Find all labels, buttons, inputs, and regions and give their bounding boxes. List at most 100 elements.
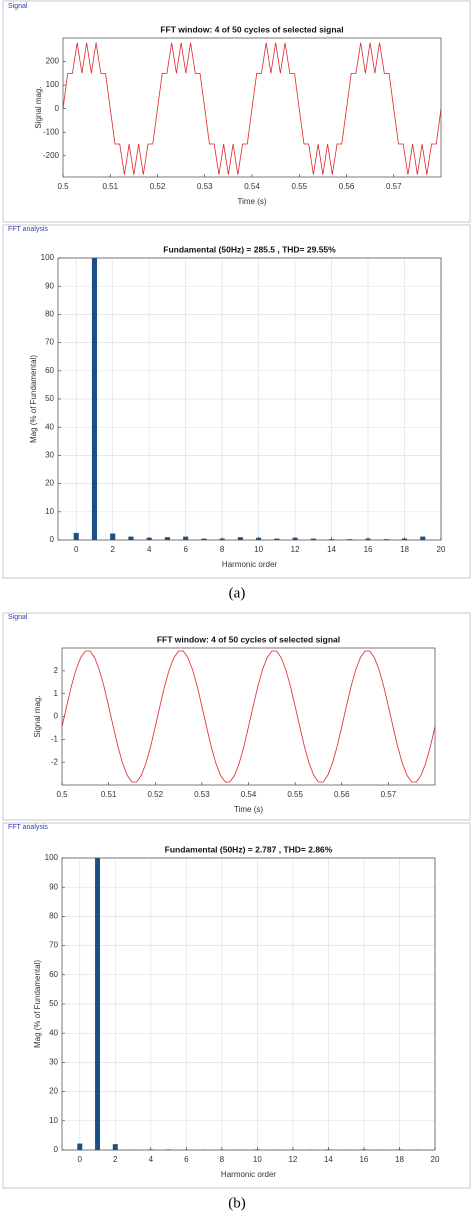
y-tick-label: -200 [43,151,60,160]
axes-box [61,647,436,786]
bar [329,539,335,540]
bar [112,1144,118,1150]
plot-area [62,648,435,785]
caption: (a) [229,585,246,601]
y-tick-label: 100 [41,253,55,262]
y-tick-label: 100 [45,853,59,862]
bar [183,536,189,540]
y-tick-label: 90 [45,281,54,290]
y-tick-label: 10 [45,507,54,516]
panel-frame [2,224,471,579]
bar [365,538,371,540]
bar [95,858,101,1150]
x-axis-label: Harmonic order [222,560,277,569]
y-tick-label: 10 [49,1116,58,1125]
x-tick-label: 0.53 [194,790,210,799]
bar [237,537,243,540]
y-tick-label: 2 [54,666,59,675]
y-tick-label: 0 [54,1145,59,1154]
x-tick-label: 0.57 [386,182,402,191]
bar [201,538,207,540]
y-tick-label: 80 [45,310,54,319]
panel-frame [2,822,471,1189]
y-tick-label: 100 [46,80,60,89]
y-tick-label: 30 [49,1058,58,1067]
x-tick-label: 4 [147,545,152,554]
y-tick-label: 0 [54,712,59,721]
x-tick-label: 8 [220,545,225,554]
y-tick-label: 80 [49,912,58,921]
y-tick-label: 50 [49,999,58,1008]
x-tick-label: 4 [149,1155,154,1164]
axes-box [61,857,436,1151]
x-axis-label: Time (s) [234,805,263,814]
x-tick-label: 12 [291,545,300,554]
axes-box [57,257,442,541]
x-axis-label: Harmonic order [221,1170,276,1179]
y-tick-label: 50 [45,394,54,403]
bar [310,538,316,540]
x-tick-label: 0.55 [291,182,307,191]
x-tick-label: 20 [431,1155,440,1164]
y-tick-label: 30 [45,451,54,460]
bar [164,537,170,540]
x-tick-label: 0 [74,545,79,554]
x-tick-label: 8 [220,1155,225,1164]
x-tick-label: 0 [78,1155,83,1164]
bar [73,532,79,540]
chart-title: FFT window: 4 of 50 cycles of selected s… [157,634,340,644]
x-tick-label: 0.53 [197,182,213,191]
x-tick-label: 2 [113,1155,118,1164]
y-axis-label: Mag (% of Fundamental) [29,355,38,443]
signal-line [62,42,442,175]
x-tick-label: 20 [437,545,446,554]
x-tick-label: 18 [400,545,409,554]
bar [110,533,116,540]
panel-label: Signal [8,614,28,621]
x-tick-label: 14 [324,1155,333,1164]
panel-label: Signal [8,3,28,10]
chart-title: Fundamental (50Hz) = 2.787 , THD= 2.86% [165,844,333,854]
x-tick-label: 2 [110,545,115,554]
panel-frame [2,0,471,223]
x-tick-label: 10 [253,1155,262,1164]
y-tick-label: 0 [55,104,60,113]
x-tick-label: 16 [359,1155,368,1164]
x-tick-label: 0.57 [381,790,397,799]
bar [383,539,389,540]
bar [128,536,134,540]
x-tick-label: 0.54 [241,790,257,799]
bar [219,538,225,540]
x-tick-label: 0.54 [244,182,260,191]
y-tick-label: 70 [49,941,58,950]
panel-label: FFT analysis [8,824,48,831]
x-tick-label: 14 [327,545,336,554]
x-tick-label: 0.56 [339,182,355,191]
y-tick-label: 0 [50,535,55,544]
bar [420,536,426,540]
y-tick-label: 60 [45,366,54,375]
x-tick-label: 10 [254,545,263,554]
x-tick-label: 0.52 [150,182,166,191]
y-tick-label: 20 [45,479,54,488]
x-tick-label: 0.51 [102,182,118,191]
chart-title: FFT window: 4 of 50 cycles of selected s… [160,24,343,34]
x-tick-label: 12 [288,1155,297,1164]
bar [292,537,298,540]
y-axis-label: Mag (% of Fundamental) [33,960,42,1048]
bar [274,538,280,540]
y-tick-label: 20 [49,1087,58,1096]
x-tick-label: 0.51 [101,790,117,799]
x-tick-label: 0.5 [56,790,68,799]
y-tick-label: 70 [45,338,54,347]
y-tick-label: 60 [49,970,58,979]
y-tick-label: -1 [51,734,59,743]
panel-label: FFT analysis [8,226,48,233]
x-tick-label: 0.56 [334,790,350,799]
bar [77,1143,83,1150]
bar [146,537,152,540]
x-tick-label: 18 [395,1155,404,1164]
bar [401,538,408,540]
x-axis-label: Time (s) [237,197,266,206]
